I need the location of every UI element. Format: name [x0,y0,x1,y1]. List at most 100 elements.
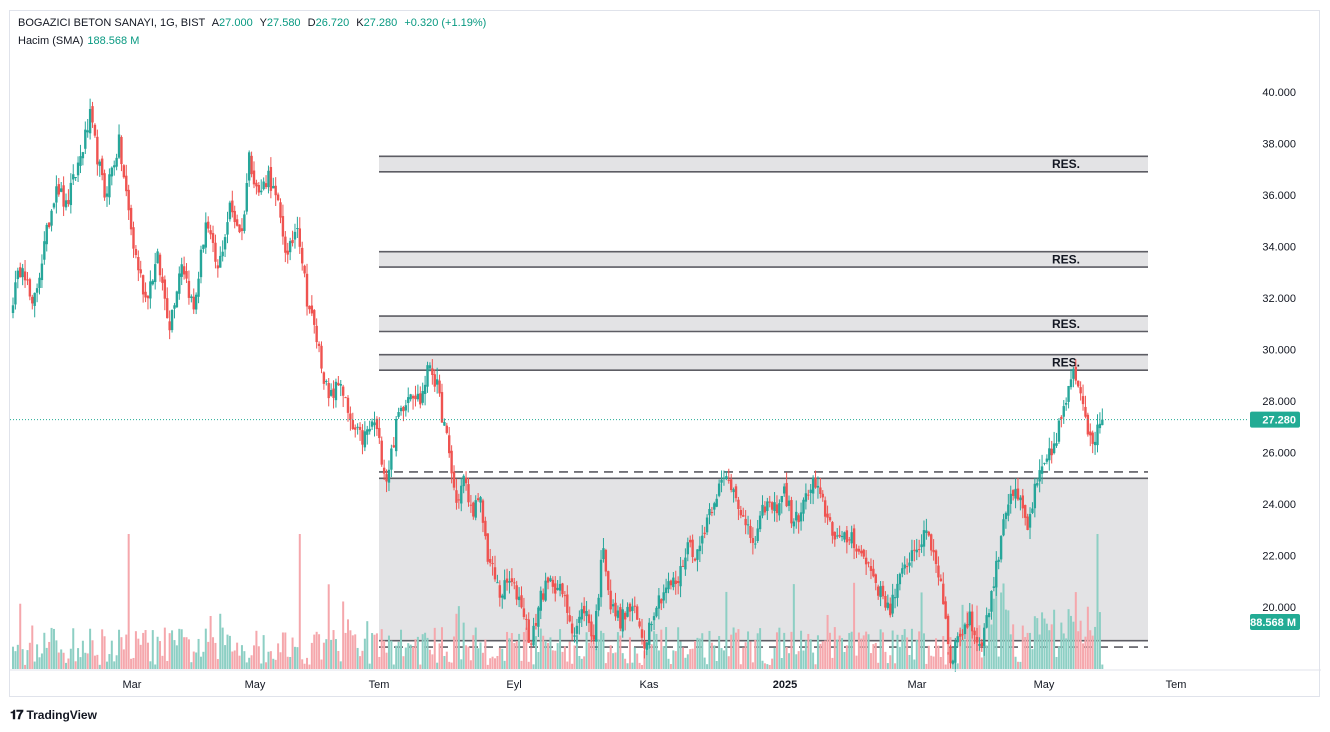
volume-bar [187,639,190,669]
volume-bar [146,642,149,669]
price-tick-label: 38.000 [1262,138,1296,150]
candle-body [901,568,904,574]
candle-body [264,183,268,188]
candle-body [893,597,897,599]
candle-body [566,594,569,613]
candle-body [633,605,636,607]
candle-body [749,525,752,538]
candle-body [725,476,728,479]
volume-bar [542,635,545,669]
volume-label[interactable]: Hacim (SMA) [18,35,84,47]
time-tick-label: 2025 [773,679,797,691]
volume-bar [638,662,641,669]
volume-bar [221,627,224,669]
candle-body [108,174,111,198]
candle-body [838,534,841,537]
last-price-badge-text: 27.280 [1262,415,1296,427]
candle-body [103,173,106,198]
volume-bar [62,652,65,669]
candle-body [833,531,837,540]
symbol-title[interactable]: BOGAZICI BETON SANAYI, 1G, BIST [18,17,206,29]
candle [110,166,114,186]
candle [970,604,974,639]
volume-bar [1072,621,1075,669]
volume-bar [718,636,721,669]
time-tick-label: Tem [369,679,390,691]
candle [448,426,451,458]
candle-body [190,296,193,299]
candle [732,487,735,503]
candle [761,495,764,519]
candle [930,533,933,556]
footer-brand[interactable]: 𝟏𝟕 TradingView [10,707,97,723]
candle-body [279,202,282,218]
time-tick-label: Kas [640,679,659,691]
volume-bar [89,628,92,669]
time-tick-label: Mar [908,679,927,691]
volume-bar [1089,630,1092,669]
volume-bar [665,627,668,669]
candle-body [149,281,152,299]
volume-bar [1065,638,1068,669]
candle [1050,440,1053,464]
volume-bar [927,645,930,669]
candle [927,530,930,537]
volume-bar [973,635,976,669]
candle [443,418,446,426]
candle-body [448,435,451,454]
time-tick-label: Tem [1166,679,1187,691]
candle [949,644,952,669]
candle-body [219,255,222,268]
candle [852,524,856,560]
candle-body [611,604,615,607]
candle-body [963,624,967,635]
volume-bar [380,629,383,669]
candle-body [737,499,740,510]
candle [440,383,444,423]
candle-body [91,106,94,123]
candle [151,279,154,286]
candle [708,503,711,525]
price-chart[interactable]: RES. RES. RES. RES. 40.000 38.000 36.000 34.000… [10,11,1321,698]
volume-bar [168,633,171,669]
candle-body [60,188,63,192]
candle-body [1019,497,1022,501]
candle-body [74,176,77,178]
volume-bar [216,659,219,669]
candle [192,288,195,314]
candle [768,495,771,508]
volume-bar [1041,612,1044,669]
candle-body [1098,423,1102,429]
candle-body [67,199,70,204]
candle [245,173,248,215]
candle-body [385,474,388,482]
candle [129,204,133,236]
volume-bar [795,654,798,669]
candle-body [701,535,704,544]
volume-bar [662,646,665,669]
volume-bar [469,660,472,669]
candle-body [599,559,603,598]
candle [980,639,984,652]
candle-body [467,484,470,503]
volume-bar [334,639,337,669]
candle [804,483,808,510]
candle [175,290,179,308]
candle-body [178,273,181,294]
candle-body [233,210,236,223]
volume-bar [28,642,31,669]
candle-body [983,627,986,646]
candle-body [274,185,277,196]
candle [231,190,234,218]
candle [305,263,309,316]
candle [411,394,415,410]
candle-body [390,448,393,470]
candle-body [481,500,485,523]
candle [354,424,357,438]
candle [1089,423,1092,447]
candle [578,610,581,635]
candle-body [783,486,786,494]
candle [1074,359,1078,385]
candle-body [1062,406,1065,417]
candle-body [223,237,227,250]
